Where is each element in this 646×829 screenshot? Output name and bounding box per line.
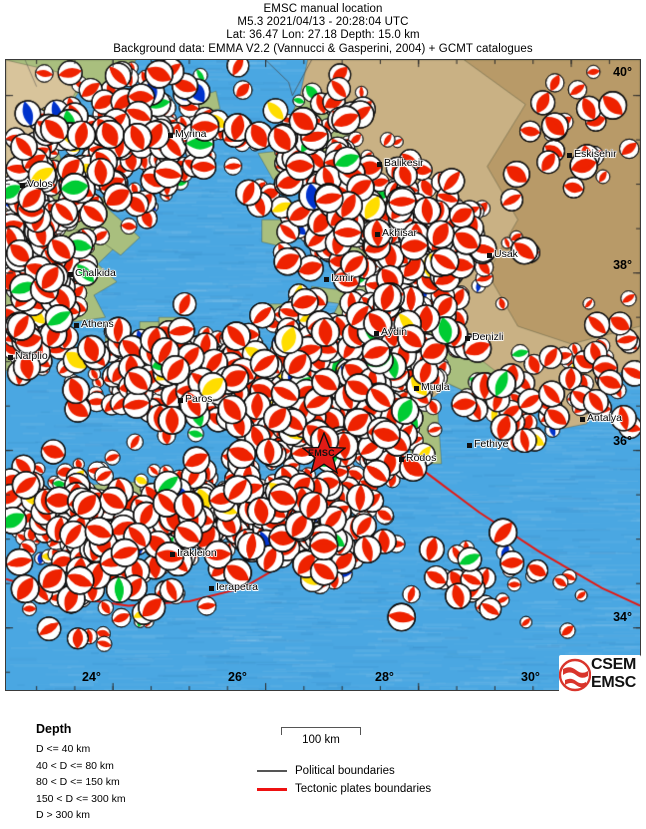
city-label-denizli: Denizli <box>465 331 504 343</box>
city-label-fethiye: Fethiye <box>467 438 508 450</box>
epicentre-label: EMSC <box>308 448 335 458</box>
city-label-chalkida: Chalkida <box>68 267 116 279</box>
header-line-title: EMSC manual location <box>263 3 383 15</box>
city-name: Myrina <box>175 128 207 141</box>
city-label-balikesir: Balikesir <box>377 157 424 169</box>
lon-tick-30: 30° <box>521 670 540 684</box>
city-name: Mugla <box>421 381 450 394</box>
city-label-myrina: Myrina <box>168 128 207 140</box>
city-label-paros: Paros <box>178 393 212 405</box>
city-marker-icon <box>170 551 175 557</box>
city-label-izmir: Izmir <box>324 272 354 284</box>
legend-item-political: Political boundaries <box>257 762 431 780</box>
city-marker-icon <box>8 354 13 360</box>
lon-tick-24: 24° <box>82 670 101 684</box>
city-label-mugla: Mugla <box>414 381 450 393</box>
city-name: Akhisar <box>382 227 418 240</box>
city-marker-icon <box>178 397 183 403</box>
logo-line-csem: CSEM <box>591 656 637 673</box>
city-label-volos: Volos <box>20 178 53 190</box>
city-marker-icon <box>465 335 470 341</box>
star-icon <box>301 431 347 475</box>
lat-tick-36: 36° <box>613 434 632 448</box>
city-marker-icon <box>487 252 492 258</box>
city-label-antalya: Antalya <box>580 412 622 424</box>
city-marker-icon <box>209 585 214 591</box>
city-label-eskisehir: Eskisehir <box>567 148 617 160</box>
legend-item-tectonic: Tectonic plates boundaries <box>257 780 431 798</box>
city-label-irakleion: Irakleion <box>170 547 217 559</box>
scale-bar: 100 km <box>281 727 361 746</box>
lon-tick-26: 26° <box>228 670 247 684</box>
header-line-coordinates: Lat: 36.47 Lon: 27.18 Depth: 15.0 km <box>226 29 420 42</box>
header-line-magnitude: M5.3 2021/04/13 - 20:28:04 UTC <box>237 16 409 29</box>
city-marker-icon <box>68 271 73 277</box>
city-name: Nafplio <box>15 350 48 363</box>
city-marker-icon <box>467 442 472 448</box>
city-label-nafplio: Nafplio <box>8 350 48 362</box>
emsc-logo: CSEM EMSC <box>559 655 641 695</box>
city-marker-icon <box>168 132 173 138</box>
city-name: Eskisehir <box>574 148 617 161</box>
city-marker-icon <box>567 152 572 158</box>
city-label-rodos: Rodos <box>399 452 436 464</box>
logo-line-emsc: EMSC <box>591 674 637 691</box>
city-name: Izmir <box>331 272 354 285</box>
political-boundary-swatch <box>257 769 287 773</box>
lon-tick-28: 28° <box>375 670 394 684</box>
depth-legend-title: Depth <box>36 722 72 736</box>
depth-legend-row-4: D > 300 km <box>36 809 90 821</box>
depth-legend-row-3: 150 < D <= 300 km <box>36 792 126 805</box>
city-marker-icon <box>414 385 419 391</box>
city-label-ierapetra: Ierapetra <box>209 581 258 593</box>
city-name: Fethiye <box>474 438 509 451</box>
lat-tick-34: 34° <box>613 610 632 624</box>
depth-legend-row-0: D <= 40 km <box>36 743 91 755</box>
city-name: Chalkida <box>75 267 116 280</box>
city-marker-icon <box>374 330 379 336</box>
city-marker-icon <box>375 231 380 237</box>
city-name: Paros <box>185 393 213 406</box>
lat-tick-38: 38° <box>613 258 632 272</box>
city-name: Volos <box>27 178 53 191</box>
city-name: Rodos <box>406 452 437 465</box>
city-marker-icon <box>324 276 329 282</box>
city-marker-icon <box>20 182 25 188</box>
city-name: Denizli <box>472 331 504 344</box>
scale-bar-label: 100 km <box>302 734 340 746</box>
globe-icon <box>559 658 591 692</box>
political-boundary-label: Political boundaries <box>295 765 395 777</box>
city-marker-icon <box>399 456 404 462</box>
tectonic-boundary-swatch <box>257 787 287 791</box>
scale-bar-line <box>281 727 361 735</box>
city-name: Balikesir <box>384 157 424 170</box>
city-label-aydin: Aydin <box>374 326 407 338</box>
depth-legend-row-2: 80 < D <= 150 km <box>36 776 120 788</box>
header-line-source: Background data: EMMA V2.2 (Vannucci & G… <box>113 42 533 55</box>
map-legend: Depth D <= 40 km 40 < D <= 80 km 80 < D … <box>0 693 646 829</box>
city-marker-icon <box>580 416 585 422</box>
lat-tick-40: 40° <box>613 65 632 79</box>
page-title-block: EMSC manual location M5.3 2021/04/13 - 2… <box>0 0 646 56</box>
city-name: Antalya <box>587 412 623 425</box>
city-name: Aydin <box>381 326 408 339</box>
city-name: Usak <box>494 248 518 261</box>
city-label-usak: Usak <box>487 248 518 260</box>
city-label-athens: Athens <box>74 318 114 330</box>
city-marker-icon <box>377 161 382 167</box>
epicentre-star-marker[interactable]: EMSC <box>301 431 347 475</box>
city-name: Athens <box>81 318 114 331</box>
seismic-map[interactable]: 40° 38° 36° 34° 24° 26° 28° 30° EMSC Myr… <box>5 59 641 691</box>
tectonic-boundary-label: Tectonic plates boundaries <box>295 783 432 795</box>
city-name: Irakleion <box>177 547 217 560</box>
city-marker-icon <box>74 322 79 328</box>
depth-legend: Depth D <= 40 km 40 < D <= 80 km 80 < D … <box>36 722 126 824</box>
map-canvas[interactable] <box>6 60 640 690</box>
depth-legend-row-1: 40 < D <= 80 km <box>36 759 114 772</box>
city-name: Ierapetra <box>216 581 259 594</box>
city-label-akhisar: Akhisar <box>375 227 417 239</box>
boundaries-legend: Political boundaries Tectonic plates bou… <box>257 762 431 798</box>
